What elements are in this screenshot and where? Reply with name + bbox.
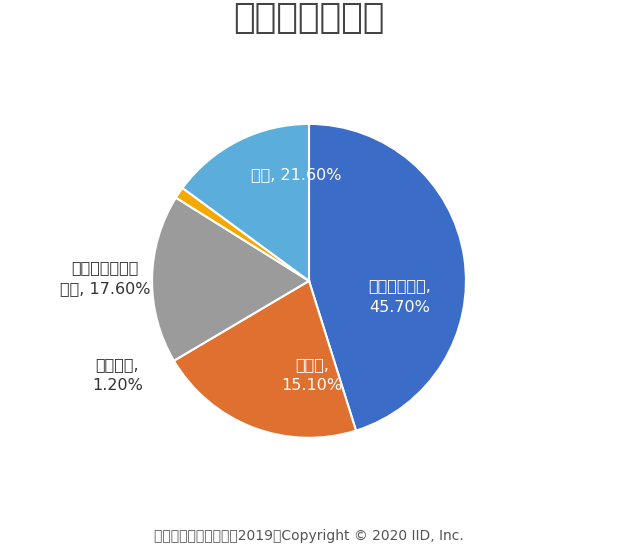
Text: 紛失, 21.60%: 紛失, 21.60%: [251, 166, 342, 182]
Text: その他,
15.10%: その他, 15.10%: [282, 357, 343, 393]
Text: 「日本情報漏えい年鑑2019」Copyright © 2020 IID, Inc.: 「日本情報漏えい年鑑2019」Copyright © 2020 IID, Inc…: [154, 529, 464, 543]
Text: 不正アクセス,
45.70%: 不正アクセス, 45.70%: [368, 279, 431, 315]
Wedge shape: [176, 188, 309, 281]
Wedge shape: [309, 124, 466, 431]
Wedge shape: [174, 281, 356, 438]
Title: 情報漏えい原因: 情報漏えい原因: [234, 1, 384, 35]
Text: 不正閲覧,
1.20%: 不正閲覧, 1.20%: [92, 357, 143, 393]
Wedge shape: [182, 124, 309, 281]
Text: 誤送信ほか操作
ミス, 17.60%: 誤送信ほか操作 ミス, 17.60%: [60, 260, 150, 296]
Wedge shape: [152, 198, 309, 361]
